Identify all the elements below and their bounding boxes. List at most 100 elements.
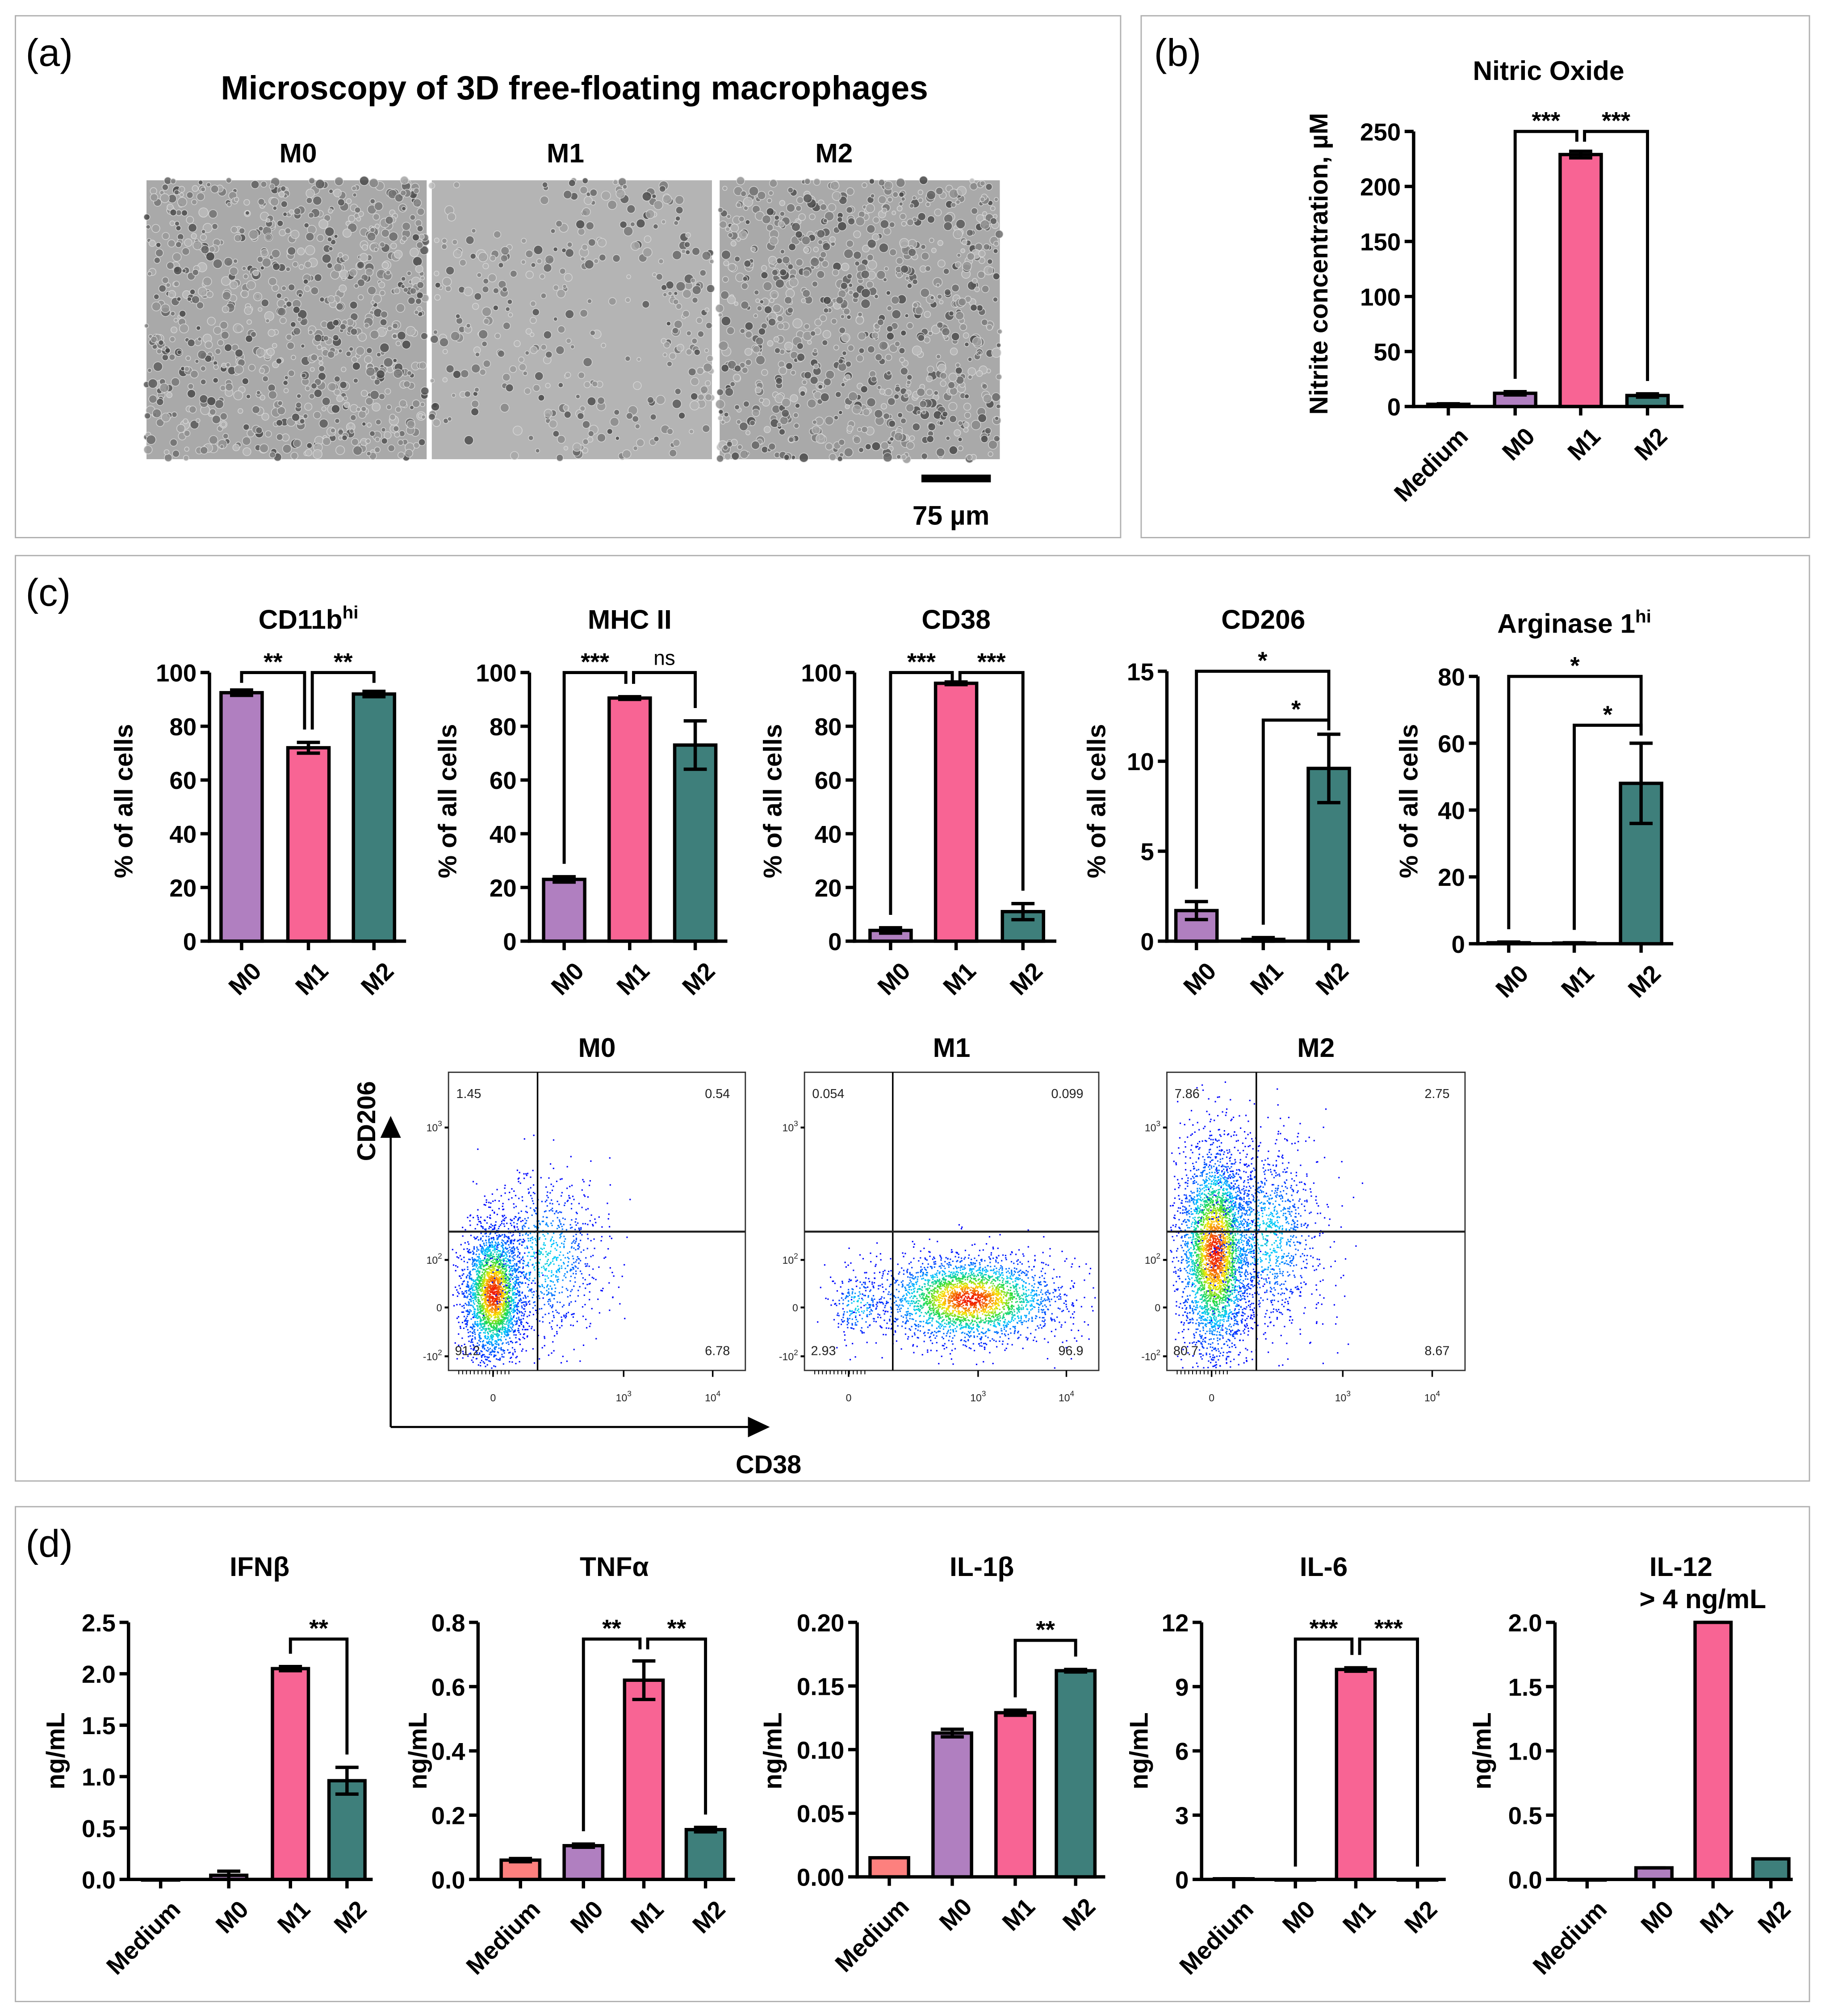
cell	[857, 427, 862, 432]
cell	[558, 382, 564, 388]
cell	[279, 317, 287, 324]
cell	[256, 390, 261, 395]
scatter-point	[483, 1332, 485, 1333]
scatter-point	[502, 1245, 503, 1247]
scatter-point	[485, 1330, 486, 1332]
cell	[356, 217, 361, 222]
scatter-point	[527, 1247, 528, 1249]
cell	[582, 177, 589, 184]
y-tick-label: 50	[1373, 339, 1401, 366]
cell	[730, 223, 739, 233]
scatter-point	[474, 1333, 476, 1335]
scatter-point	[510, 1283, 512, 1285]
cell	[420, 386, 429, 396]
cell	[452, 239, 458, 245]
cell	[281, 285, 287, 291]
cell	[502, 286, 508, 293]
scatter-point	[511, 1323, 513, 1324]
cell	[927, 365, 934, 373]
cell	[463, 287, 473, 296]
scatter-point	[497, 1249, 499, 1251]
cell	[795, 258, 804, 267]
cell	[148, 239, 156, 247]
scatter-point	[456, 1289, 458, 1291]
cell	[685, 249, 691, 255]
cell	[796, 352, 805, 362]
chart-title: Arginase 1hi	[1497, 606, 1651, 638]
y-axis-label: % of all cells	[109, 724, 138, 878]
cell	[718, 409, 724, 415]
cell	[150, 193, 159, 202]
cell	[187, 389, 196, 398]
cell	[939, 372, 947, 380]
scatter-point	[496, 1341, 498, 1343]
cell	[879, 219, 889, 229]
cell	[926, 389, 933, 396]
scatter-point	[496, 1298, 498, 1299]
cell	[158, 285, 167, 293]
cell	[282, 212, 288, 217]
cell	[352, 445, 363, 456]
scatter-point	[459, 1275, 460, 1277]
scatter-point	[509, 1246, 511, 1248]
cell	[534, 371, 544, 381]
cell	[380, 310, 388, 319]
cell	[951, 332, 960, 341]
image-label-m0: M0	[280, 138, 317, 168]
scatter-point	[473, 1303, 475, 1305]
y-tick-label: 100	[1360, 284, 1401, 311]
cell	[772, 304, 782, 313]
cell	[196, 325, 201, 331]
cell	[304, 402, 313, 411]
scatter-point	[480, 1285, 481, 1287]
scatter-point	[474, 1321, 476, 1323]
scatter-point	[481, 1313, 483, 1315]
scatter-point	[507, 1341, 509, 1343]
cell	[768, 256, 777, 265]
scatter-point	[506, 1291, 508, 1293]
cell	[584, 259, 594, 269]
scatter-point	[516, 1226, 518, 1228]
scatter-point	[513, 1255, 515, 1257]
cell	[397, 439, 404, 446]
cell	[743, 260, 752, 268]
scatter-point	[520, 1220, 522, 1222]
scatter-point	[492, 1336, 494, 1337]
scatter-point	[503, 1356, 505, 1358]
scatter-point	[458, 1321, 460, 1323]
cell	[647, 396, 654, 404]
cell	[510, 451, 519, 460]
cell	[346, 198, 352, 204]
cell	[419, 245, 429, 255]
cell	[793, 423, 800, 429]
scatter-point	[476, 1250, 478, 1252]
cell	[796, 196, 804, 204]
cell	[706, 284, 715, 293]
cell	[853, 251, 862, 260]
scatter-point	[502, 1325, 503, 1327]
scatter-point	[492, 1298, 494, 1300]
scatter-point	[491, 1242, 493, 1244]
cell	[938, 420, 944, 426]
cell	[837, 456, 843, 462]
cell	[803, 193, 813, 203]
scatter-point	[504, 1293, 506, 1295]
cell	[564, 411, 572, 419]
scatter-point	[461, 1322, 464, 1324]
scatter-point	[485, 1366, 486, 1367]
cell	[439, 337, 449, 347]
significance-label: *	[1258, 647, 1268, 674]
cell	[730, 240, 737, 247]
scatter-point	[469, 1331, 471, 1333]
scatter-point	[496, 1314, 498, 1316]
cell	[860, 298, 871, 309]
scatter-point	[522, 1329, 523, 1330]
cell	[508, 312, 513, 318]
cell	[550, 228, 556, 234]
scatter-point	[466, 1262, 469, 1263]
scatter-point	[511, 1297, 513, 1299]
cell	[421, 415, 426, 419]
cell	[653, 200, 663, 210]
y-tick-label: 0.4	[431, 1738, 466, 1765]
scatter-point	[484, 1245, 486, 1247]
